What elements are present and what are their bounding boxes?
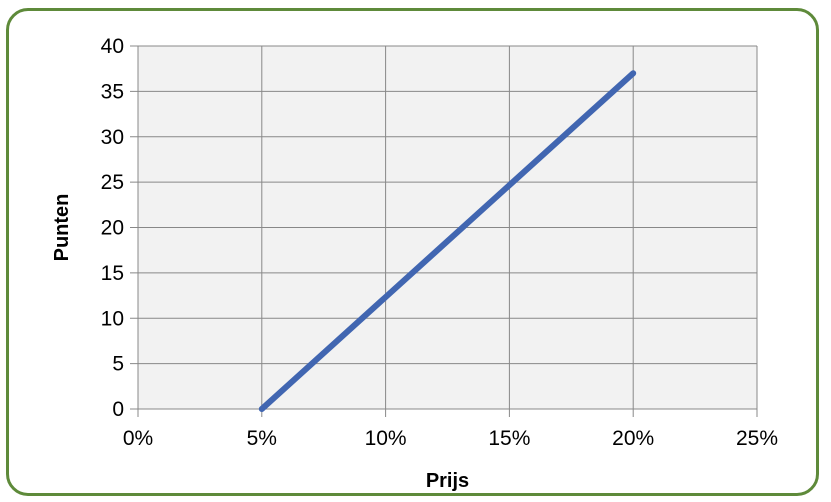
x-tick-label: 5%: [247, 427, 277, 450]
y-tick-label: 40: [101, 35, 124, 58]
y-tick-label: 10: [101, 307, 124, 330]
x-axis-title: Prijs: [426, 470, 469, 492]
y-tick-label: 30: [101, 126, 124, 149]
x-tick-label: 25%: [736, 427, 778, 450]
x-tick-label: 20%: [612, 427, 654, 450]
grid-lines: [130, 45, 758, 417]
y-tick-label: 20: [101, 217, 124, 240]
x-tick-label: 0%: [123, 427, 153, 450]
y-tick-label: 35: [101, 80, 124, 103]
y-axis-title: Punten: [51, 194, 73, 262]
x-tick-label: 15%: [488, 427, 530, 450]
y-tick-label: 5: [112, 353, 124, 376]
y-tick-label: 25: [101, 171, 124, 194]
y-tick-label: 15: [101, 262, 124, 285]
x-tick-label: 10%: [365, 427, 407, 450]
series-layer: [258, 70, 637, 412]
y-tick-label: 0: [112, 398, 124, 421]
series-line: [258, 70, 637, 412]
tick-labels: 0 5 10 15 20 25 30 35 40 0% 5% 10% 15% 20% 25%: [101, 35, 778, 450]
